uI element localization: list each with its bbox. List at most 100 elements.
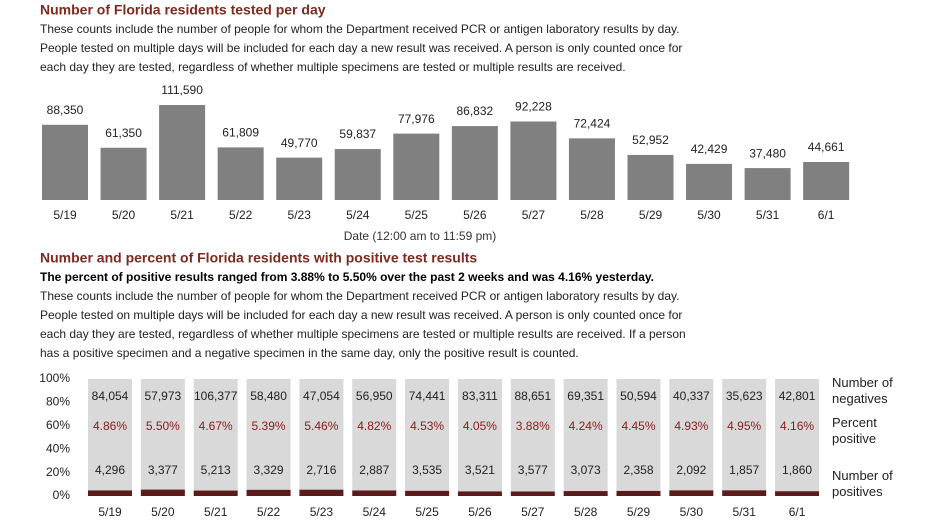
bar-segment — [510, 379, 555, 492]
bar-segment — [140, 379, 185, 490]
value-label: 3,521 — [465, 463, 495, 477]
value-label: 4.53% — [410, 419, 444, 433]
chart-title: Number and percent of Florida residents … — [40, 250, 477, 266]
bar-segment — [352, 379, 397, 491]
bar — [510, 121, 557, 200]
bar — [744, 168, 791, 200]
x-tick-label: 5/26 — [463, 208, 487, 222]
x-tick-label: 5/21 — [204, 505, 228, 519]
y-tick-label: 40% — [46, 441, 70, 455]
x-tick-label: 5/20 — [151, 505, 175, 519]
x-tick-label: 6/1 — [818, 208, 835, 222]
value-label: 1,860 — [782, 463, 812, 477]
value-label: 72,424 — [574, 117, 611, 131]
value-label: 58,480 — [250, 389, 287, 403]
value-label: 92,228 — [515, 100, 552, 114]
bar — [803, 161, 850, 200]
y-tick-label: 60% — [46, 418, 70, 432]
value-label: 2,716 — [306, 463, 336, 477]
x-tick-label: 5/31 — [733, 505, 757, 519]
value-label: 4.45% — [621, 419, 655, 433]
value-label: 83,311 — [462, 389, 498, 403]
value-label: 84,054 — [92, 389, 129, 403]
x-tick-label: 5/22 — [257, 505, 281, 519]
value-label: 3,377 — [148, 463, 178, 477]
bar — [276, 157, 323, 200]
x-tick-label: 5/29 — [639, 208, 663, 222]
value-label: 4.24% — [569, 419, 603, 433]
bar — [686, 163, 733, 200]
y-tick-label: 0% — [53, 488, 71, 502]
value-label: 44,661 — [808, 140, 845, 154]
x-tick-label: 5/25 — [405, 208, 429, 222]
value-label: 56,950 — [356, 389, 393, 403]
legend-label: Percent positive — [832, 415, 877, 446]
bar — [393, 133, 440, 200]
bar-segment — [775, 379, 820, 492]
value-label: 40,337 — [673, 389, 710, 403]
value-label: 49,770 — [281, 136, 318, 150]
bar-segment — [88, 490, 132, 496]
x-tick-label: 6/1 — [789, 505, 806, 519]
value-label: 52,952 — [632, 133, 669, 147]
value-label: 1,857 — [729, 463, 759, 477]
bar-segment — [457, 491, 502, 496]
x-tick-label: 5/27 — [521, 505, 545, 519]
value-label: 47,054 — [303, 389, 340, 403]
y-tick-label: 20% — [46, 465, 70, 479]
value-label: 61,350 — [105, 126, 142, 140]
description-line: These counts include the number of peopl… — [40, 22, 679, 36]
bar — [159, 105, 206, 200]
value-label: 77,976 — [398, 112, 435, 126]
x-tick-label: 5/22 — [229, 208, 253, 222]
value-label: 5.50% — [146, 419, 180, 433]
bar — [217, 147, 264, 200]
value-label: 2,092 — [676, 463, 706, 477]
bar-segment — [775, 491, 820, 496]
x-tick-label: 5/30 — [680, 505, 704, 519]
bar-segment — [88, 379, 132, 491]
bar-segment — [563, 491, 608, 496]
value-label: 3,329 — [254, 463, 284, 477]
value-label: 88,651 — [514, 389, 551, 403]
bar-segment — [405, 379, 450, 491]
bar — [100, 147, 147, 200]
value-label: 4.16% — [780, 419, 814, 433]
value-label: 4.05% — [463, 419, 497, 433]
y-tick-label: 80% — [46, 395, 70, 409]
value-label: 2,358 — [623, 463, 653, 477]
value-label: 4.82% — [357, 419, 391, 433]
bar-segment — [616, 490, 661, 496]
legend-label: Number of negatives — [832, 375, 893, 406]
value-label: 4.86% — [93, 419, 127, 433]
bar — [42, 124, 88, 200]
x-tick-label: 5/23 — [288, 208, 312, 222]
value-label: 4.93% — [674, 419, 708, 433]
bar-segment — [405, 490, 450, 496]
value-label: 111,590 — [161, 83, 203, 97]
bar-segment — [352, 490, 397, 496]
value-label: 3.88% — [516, 419, 550, 433]
value-label: 69,351 — [567, 389, 604, 403]
y-tick-label: 100% — [39, 371, 70, 385]
description-line: People tested on multiple days will be i… — [40, 41, 682, 55]
description-line: has a positive specimen and a negative s… — [40, 346, 579, 360]
x-tick-label: 5/20 — [112, 208, 136, 222]
value-label: 57,973 — [144, 389, 181, 403]
x-tick-label: 5/29 — [627, 505, 651, 519]
bar-segment — [669, 379, 714, 491]
value-label: 4,296 — [95, 463, 125, 477]
bar-segment — [193, 490, 238, 496]
bar-segment — [299, 379, 344, 490]
bar-segment — [722, 490, 767, 496]
value-label: 35,623 — [726, 389, 763, 403]
value-label: 42,429 — [691, 142, 728, 156]
bar-segment — [246, 489, 291, 496]
value-label: 5,213 — [201, 463, 231, 477]
bar-segment — [246, 379, 291, 490]
x-tick-label: 5/19 — [53, 208, 77, 222]
bar — [568, 138, 615, 200]
value-label: 106,377 — [194, 389, 238, 403]
bar-segment — [299, 489, 344, 496]
chart-title: Number of Florida residents tested per d… — [40, 2, 326, 18]
